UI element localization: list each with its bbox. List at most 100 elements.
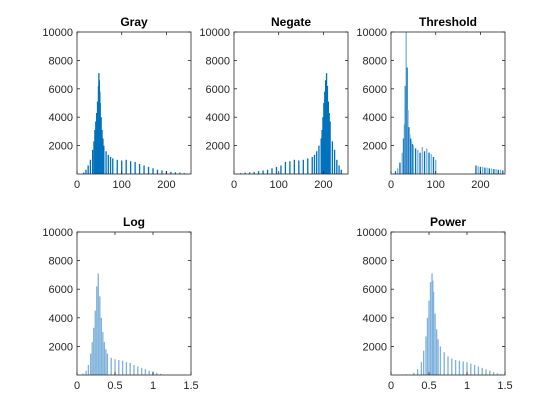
bar xyxy=(414,148,417,174)
bar xyxy=(423,350,425,375)
bar xyxy=(129,161,132,174)
bar xyxy=(284,161,287,174)
axes-frame xyxy=(76,31,192,175)
bar xyxy=(156,372,158,375)
bar xyxy=(462,361,464,375)
y-tick-label: 2000 xyxy=(49,341,73,353)
y-tick-label: 10000 xyxy=(199,27,230,39)
y-tick-label: 2000 xyxy=(49,141,73,153)
bar xyxy=(327,101,329,174)
bar xyxy=(432,280,434,375)
bar xyxy=(489,370,491,375)
plot-negate: 2000 4000 6000 8000 10000 0 100 200 Negate xyxy=(199,15,349,191)
x-tick-label: 1.5 xyxy=(183,380,198,392)
bar xyxy=(280,165,282,174)
bar xyxy=(85,370,87,375)
bar xyxy=(102,138,104,174)
y-tick-label: 2000 xyxy=(206,141,230,153)
bar xyxy=(435,159,437,174)
bar xyxy=(429,282,432,375)
bar xyxy=(103,342,106,375)
bar xyxy=(103,145,105,174)
bar xyxy=(458,360,461,375)
bar xyxy=(293,159,296,174)
bar xyxy=(426,317,429,375)
bar xyxy=(437,339,439,375)
bar xyxy=(91,342,93,375)
bar xyxy=(435,329,438,375)
bar xyxy=(94,129,96,174)
x-tick-label: 0 xyxy=(388,380,394,392)
bar xyxy=(99,103,101,174)
bar xyxy=(271,168,273,174)
y-tick-label: 10000 xyxy=(356,27,387,39)
bar xyxy=(454,359,457,375)
bar xyxy=(325,73,328,174)
bar xyxy=(402,138,405,174)
y-tick-label: 2000 xyxy=(363,341,387,353)
bar xyxy=(257,171,260,174)
bar xyxy=(425,336,427,375)
x-tick-label: 200 xyxy=(314,179,332,191)
y-tick-label: 8000 xyxy=(363,55,387,67)
bar xyxy=(405,32,407,174)
bar xyxy=(87,165,89,174)
bar xyxy=(121,360,124,375)
bar xyxy=(313,154,316,174)
bar xyxy=(416,369,419,375)
plot-power: 2000 4000 6000 8000 10000 0 0.5 1 1.5 Power xyxy=(356,215,512,392)
bar xyxy=(466,362,468,375)
bar xyxy=(324,91,326,174)
axes-frame xyxy=(233,31,349,175)
axes-frame xyxy=(76,231,192,376)
bar xyxy=(443,352,445,375)
bar xyxy=(82,373,84,375)
bar xyxy=(340,169,342,174)
bar xyxy=(484,167,486,174)
bar xyxy=(140,367,143,375)
bar xyxy=(394,171,397,174)
bar xyxy=(413,372,415,375)
bar xyxy=(147,166,150,174)
bar xyxy=(125,362,128,375)
bar xyxy=(502,170,504,174)
plot-area xyxy=(77,232,191,375)
bar xyxy=(152,168,154,174)
bar xyxy=(89,159,92,174)
bar xyxy=(253,171,255,174)
bar xyxy=(105,349,107,375)
bar xyxy=(409,134,411,174)
bar xyxy=(318,145,320,174)
y-tick-label: 2000 xyxy=(363,141,387,153)
bar xyxy=(275,166,278,174)
bar xyxy=(397,168,399,174)
bar xyxy=(266,169,269,174)
bar xyxy=(426,148,428,174)
x-tick-label: 0.5 xyxy=(107,380,122,392)
y-tick-label: 8000 xyxy=(49,256,73,268)
bar xyxy=(138,164,141,174)
y-tick-label: 8000 xyxy=(363,256,387,268)
y-tick-label: 6000 xyxy=(49,84,73,96)
x-tick-label: 1 xyxy=(150,380,156,392)
bar xyxy=(183,173,185,174)
bar xyxy=(240,173,242,174)
x-tick-label: 100 xyxy=(113,179,131,191)
bar xyxy=(404,85,406,174)
bar xyxy=(322,117,324,174)
y-tick-label: 4000 xyxy=(49,112,73,124)
bar xyxy=(439,346,442,375)
bar xyxy=(112,158,114,174)
bar xyxy=(179,172,181,174)
bar xyxy=(488,168,491,174)
bar xyxy=(118,359,120,375)
plot-gray: 2000 4000 6000 8000 10000 0 100 200 Gray xyxy=(42,15,192,191)
x-tick-label: 0 xyxy=(388,179,394,191)
bar xyxy=(479,166,482,174)
bar xyxy=(129,362,131,375)
bar xyxy=(134,161,136,174)
y-tick-label: 6000 xyxy=(363,284,387,296)
y-tick-label: 10000 xyxy=(42,27,73,39)
x-tick-label: 100 xyxy=(427,179,445,191)
bar xyxy=(110,357,112,375)
